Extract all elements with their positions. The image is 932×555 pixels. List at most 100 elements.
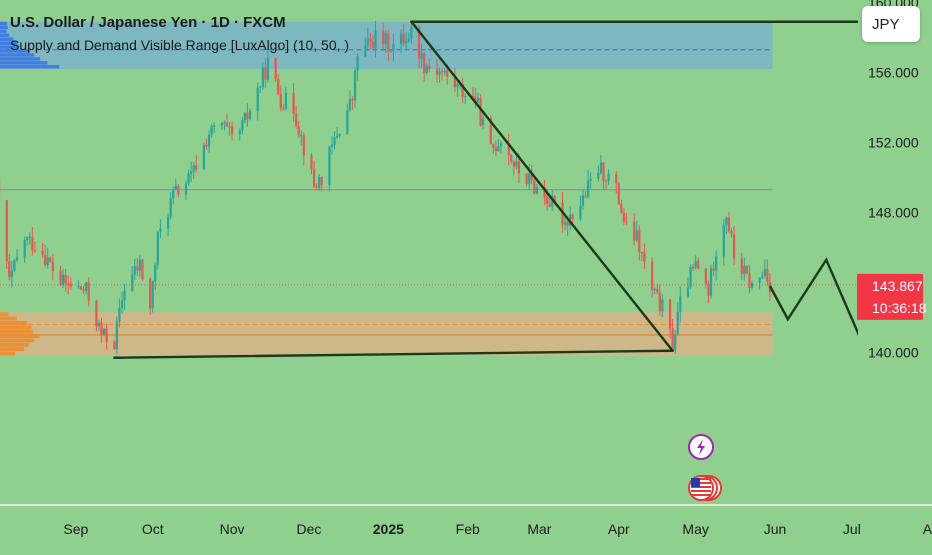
candle-body bbox=[59, 271, 61, 285]
candle-body bbox=[262, 67, 264, 86]
candle-body bbox=[339, 134, 341, 136]
candle-body bbox=[295, 114, 297, 126]
demand-volume-bar bbox=[0, 312, 8, 316]
candle-body bbox=[372, 42, 374, 49]
candle-body bbox=[679, 296, 681, 312]
supply-volume-bar bbox=[0, 30, 6, 33]
candle-body bbox=[526, 173, 528, 183]
candle-body bbox=[228, 126, 230, 127]
candle bbox=[275, 58, 277, 82]
time-tick-label: Oct bbox=[142, 521, 164, 537]
candle-body bbox=[441, 71, 443, 72]
candle-body bbox=[725, 218, 727, 226]
candle-body bbox=[205, 145, 207, 147]
candle-body bbox=[615, 174, 617, 183]
lightning-icon bbox=[689, 435, 713, 459]
candle-body bbox=[423, 53, 425, 73]
candle-body bbox=[62, 275, 64, 285]
candle-body bbox=[203, 145, 205, 170]
candle-body bbox=[259, 87, 261, 88]
candle-body bbox=[277, 79, 279, 94]
candle-body bbox=[623, 213, 625, 222]
supply-volume-bar bbox=[0, 65, 59, 68]
candle-body bbox=[103, 329, 105, 335]
candle-body bbox=[113, 342, 115, 349]
candle-body bbox=[65, 275, 67, 284]
candle bbox=[157, 231, 159, 269]
candle-body bbox=[633, 222, 635, 241]
candle-body bbox=[275, 58, 277, 79]
supply-volume-bar bbox=[0, 57, 40, 60]
candle-body bbox=[518, 161, 520, 173]
candle-body bbox=[346, 110, 348, 134]
candle-body bbox=[456, 84, 458, 87]
candle-body bbox=[211, 126, 213, 135]
candle-body bbox=[159, 229, 161, 232]
price-tick-label: 152.000 bbox=[868, 135, 919, 151]
candle-body bbox=[651, 262, 653, 290]
candle-body bbox=[426, 66, 428, 73]
candle-body bbox=[16, 258, 18, 261]
candle-body bbox=[80, 286, 82, 290]
indicator-legend[interactable]: Supply and Demand Visible Range [LuxAlgo… bbox=[10, 37, 349, 53]
candle-body bbox=[385, 33, 387, 43]
candle-body bbox=[590, 179, 592, 181]
candle-body bbox=[187, 174, 189, 184]
demand-volume-bar bbox=[0, 330, 33, 334]
candle-body bbox=[331, 145, 333, 147]
candle-body bbox=[29, 237, 31, 238]
candle-body bbox=[482, 118, 484, 125]
candle bbox=[6, 200, 8, 269]
candle-body bbox=[618, 183, 620, 204]
candle-body bbox=[41, 251, 43, 255]
time-tick-label: Sep bbox=[63, 521, 88, 537]
candle-body bbox=[400, 34, 402, 44]
candle-body bbox=[495, 148, 497, 151]
candle-body bbox=[697, 261, 699, 269]
currency-button[interactable]: JPY bbox=[862, 6, 920, 42]
candle-body bbox=[282, 108, 284, 109]
candle-body bbox=[656, 289, 658, 293]
candle-body bbox=[292, 93, 294, 114]
candle-body bbox=[643, 252, 645, 261]
candle-body bbox=[533, 180, 535, 194]
candle-body bbox=[477, 98, 479, 102]
candle-body bbox=[190, 172, 192, 174]
candle-body bbox=[695, 261, 697, 268]
demand-volume-bar bbox=[0, 325, 31, 329]
candle-body bbox=[605, 181, 607, 182]
candle-body bbox=[723, 225, 725, 256]
candle-body bbox=[636, 230, 638, 240]
candle-body bbox=[310, 155, 312, 169]
candle-body bbox=[567, 222, 569, 226]
candle-body bbox=[572, 215, 574, 219]
price-tag-value: 143.867 bbox=[872, 278, 923, 294]
candle-body bbox=[741, 259, 743, 274]
candle-body bbox=[579, 206, 581, 219]
candle bbox=[533, 178, 535, 194]
candle-body bbox=[116, 322, 118, 349]
candle-body bbox=[528, 174, 530, 184]
us-flag-icon bbox=[689, 476, 721, 500]
candle-body bbox=[515, 161, 517, 166]
candle-body bbox=[123, 291, 125, 301]
flag-canton bbox=[691, 478, 700, 487]
time-tick-label: Jul bbox=[843, 521, 861, 537]
candle-body bbox=[408, 38, 410, 41]
candle-body bbox=[390, 51, 392, 52]
candle-body bbox=[513, 162, 515, 167]
candle-body bbox=[149, 279, 151, 308]
candle-body bbox=[77, 286, 79, 287]
candle bbox=[328, 146, 330, 192]
time-tick-label: Jun bbox=[764, 521, 787, 537]
candle-body bbox=[369, 38, 371, 42]
candle-body bbox=[47, 258, 49, 266]
candle-body bbox=[715, 256, 717, 270]
candle-body bbox=[374, 30, 376, 48]
candle-body bbox=[766, 269, 768, 282]
candle-body bbox=[24, 240, 26, 258]
time-tick-label: Feb bbox=[456, 521, 480, 537]
